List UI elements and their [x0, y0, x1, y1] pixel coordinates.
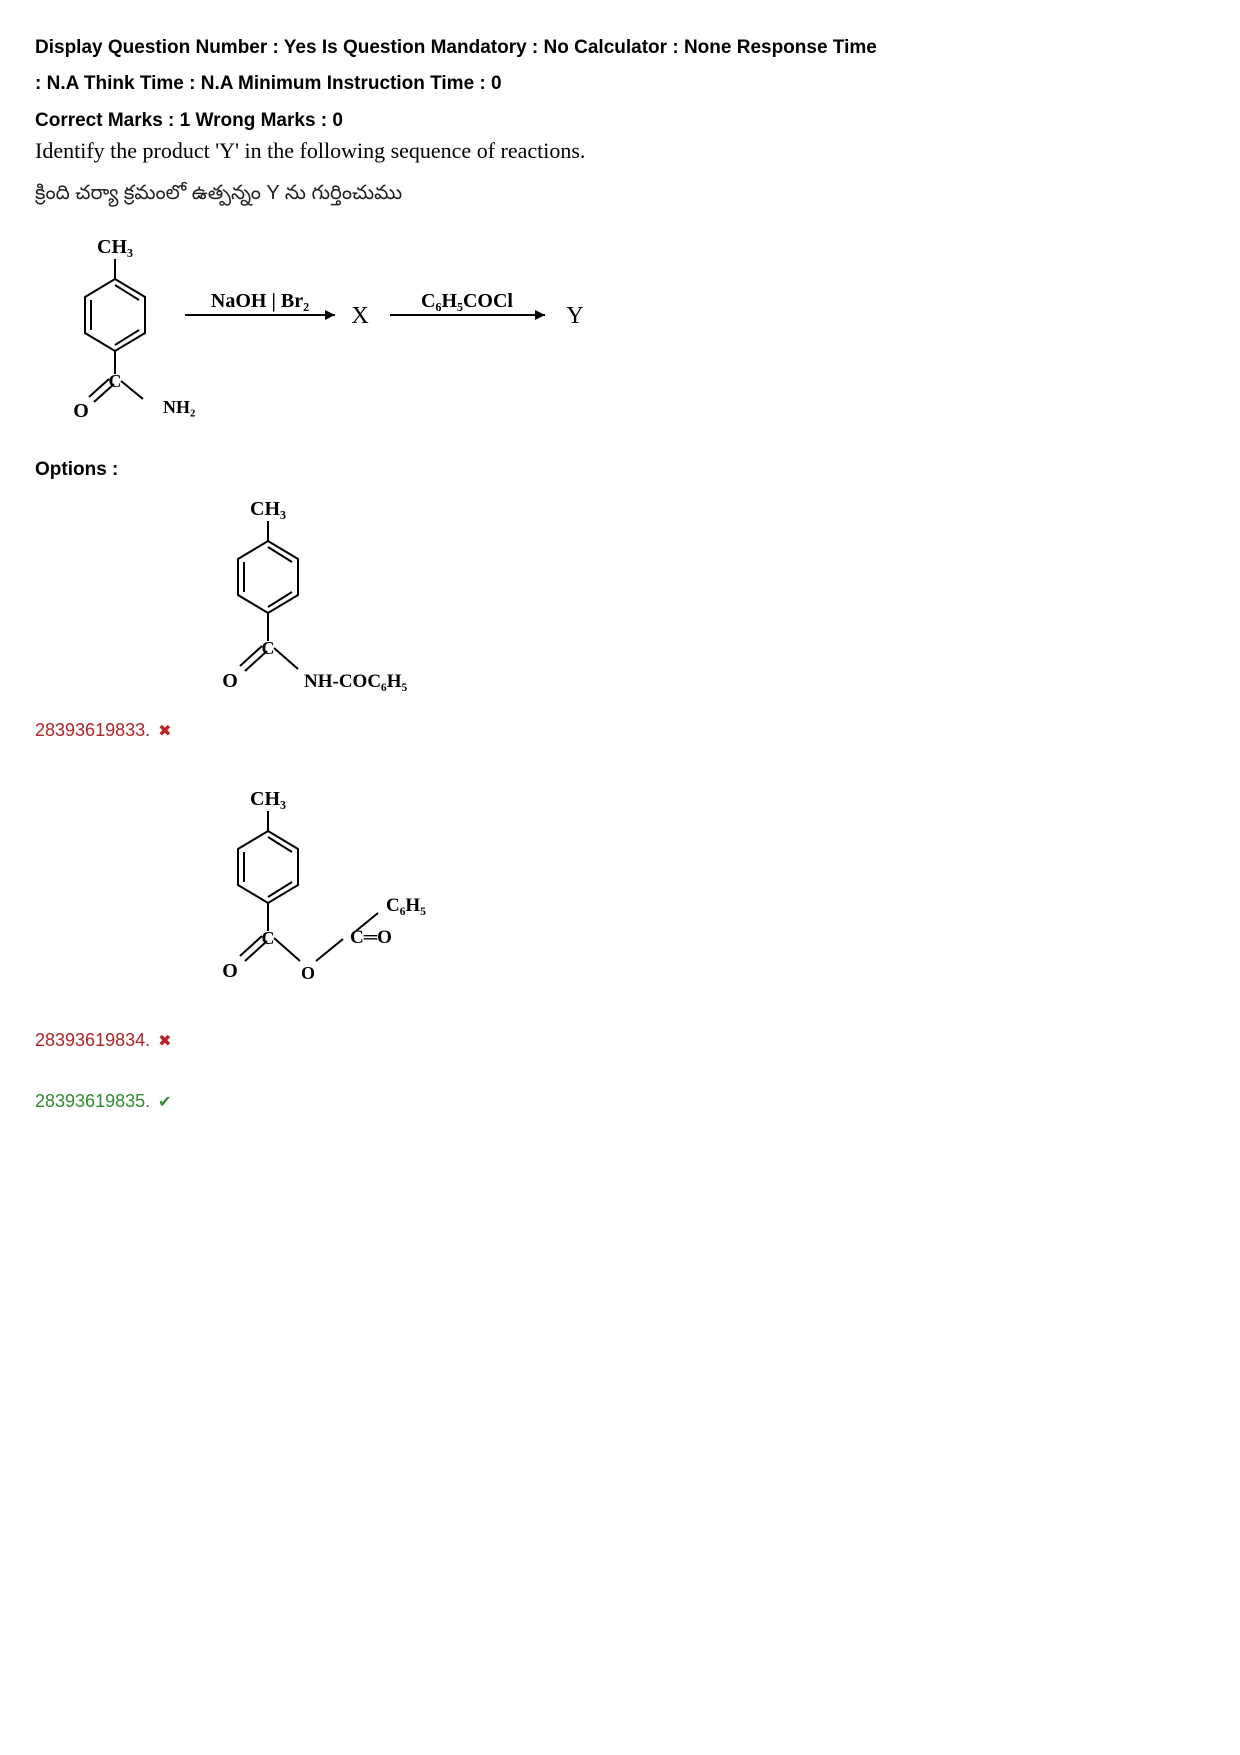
intermediate-x: X: [351, 303, 368, 329]
reaction-c: C: [109, 371, 122, 391]
opt2-c6h5: C₆H₅: [386, 895, 426, 916]
wrong-icon: ✖: [158, 721, 171, 741]
option-id: 28393619833.: [35, 720, 150, 741]
option-row: 28393619834. ✖ CH₃ C O O C₆H₅ C═O: [35, 781, 1205, 1051]
opt2-o2: O: [301, 963, 315, 983]
reaction-o: O: [73, 400, 89, 422]
option-id: 28393619834.: [35, 1030, 150, 1051]
reaction-scheme: CH₃ C O NH₂ NaOH | Br₂ X C₆H₅COCl Y: [35, 229, 1205, 444]
question-english: Identify the product 'Y' in the followin…: [35, 138, 1205, 164]
opt1-nh: NH-COC₆H₅: [304, 671, 408, 692]
reaction-ch3: CH₃: [97, 236, 133, 258]
opt2-ch3: CH₃: [250, 788, 286, 810]
opt2-co: C═O: [350, 927, 392, 948]
options-label: Options :: [35, 459, 1205, 481]
meta-text: Display Question Number : Yes Is Questio…: [35, 30, 1205, 102]
arrow2-label: C₆H₅COCl: [421, 290, 513, 312]
opt2-c1: C: [261, 928, 274, 948]
opt2-o1: O: [222, 960, 238, 982]
correct-icon: ✔: [158, 1092, 171, 1112]
reaction-nh2: NH₂: [163, 397, 195, 417]
meta-line-1: Display Question Number : Yes Is Questio…: [35, 37, 877, 58]
opt1-o: O: [222, 670, 238, 692]
option-id: 28393619835.: [35, 1091, 150, 1112]
opt1-c: C: [261, 638, 274, 658]
arrow1-label: NaOH | Br₂: [211, 290, 309, 312]
option2-structure: CH₃ C O O C₆H₅ C═O: [178, 781, 518, 1051]
meta-line-2: : N.A Think Time : N.A Minimum Instructi…: [35, 73, 502, 94]
reaction-svg: CH₃ C O NH₂ NaOH | Br₂ X C₆H₅COCl Y: [35, 229, 675, 439]
wrong-icon: ✖: [158, 1031, 171, 1051]
marks-line: Correct Marks : 1 Wrong Marks : 0: [35, 110, 1205, 132]
product-y: Y: [566, 303, 583, 329]
option1-structure: CH₃ C O NH-COC₆H₅: [178, 491, 478, 741]
question-telugu: క్రింది చర్యా క్రమంలో ఉత్పన్నం Y ను గుర్…: [35, 182, 1205, 209]
option-row: 28393619835. ✔: [35, 1091, 1205, 1112]
opt1-ch3: CH₃: [250, 498, 286, 520]
option-row: 28393619833. ✖ CH₃ C O NH-COC₆H₅: [35, 491, 1205, 741]
